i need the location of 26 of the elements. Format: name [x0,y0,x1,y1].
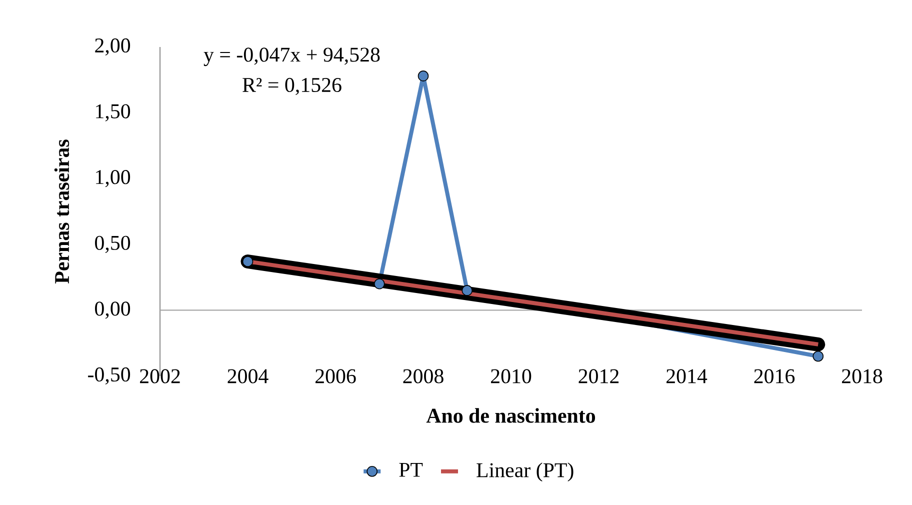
x-tick-label: 2018 [842,369,882,384]
y-tick-label: 0,00 [95,302,130,319]
x-tick-label: 2002 [140,369,180,384]
x-tick-label: 2014 [666,369,708,384]
x-tick-label: 2004 [228,369,268,384]
point [374,278,385,290]
point [812,350,824,362]
annotation: y = -0,047x + 94,528 [204,48,380,66]
point [418,70,429,82]
y-tick-label: 2,00 [95,38,130,56]
x-tick-label: 2010 [491,369,532,384]
legend-label: PT [399,462,423,477]
x-axis-title: Ano de nascimento [426,408,596,423]
legend-label: Linear (PT) [476,462,574,482]
x-tick-label: 2006 [316,369,356,384]
y-axis-title: Pernas traseiras [54,140,70,284]
x-tick-label: 2008 [403,369,444,384]
x-tick-label: 2012 [578,369,619,384]
point [462,285,473,296]
x-tick-label: 2016 [754,369,795,384]
y-tick-label: 1,50 [96,104,130,122]
y-tick-label: -0,50 [88,367,130,385]
y-tick-label: 0,50 [95,236,130,253]
annotation: R² = 0,1526 [242,78,342,96]
y-tick-label: 1,00 [96,170,130,188]
point [242,256,254,267]
